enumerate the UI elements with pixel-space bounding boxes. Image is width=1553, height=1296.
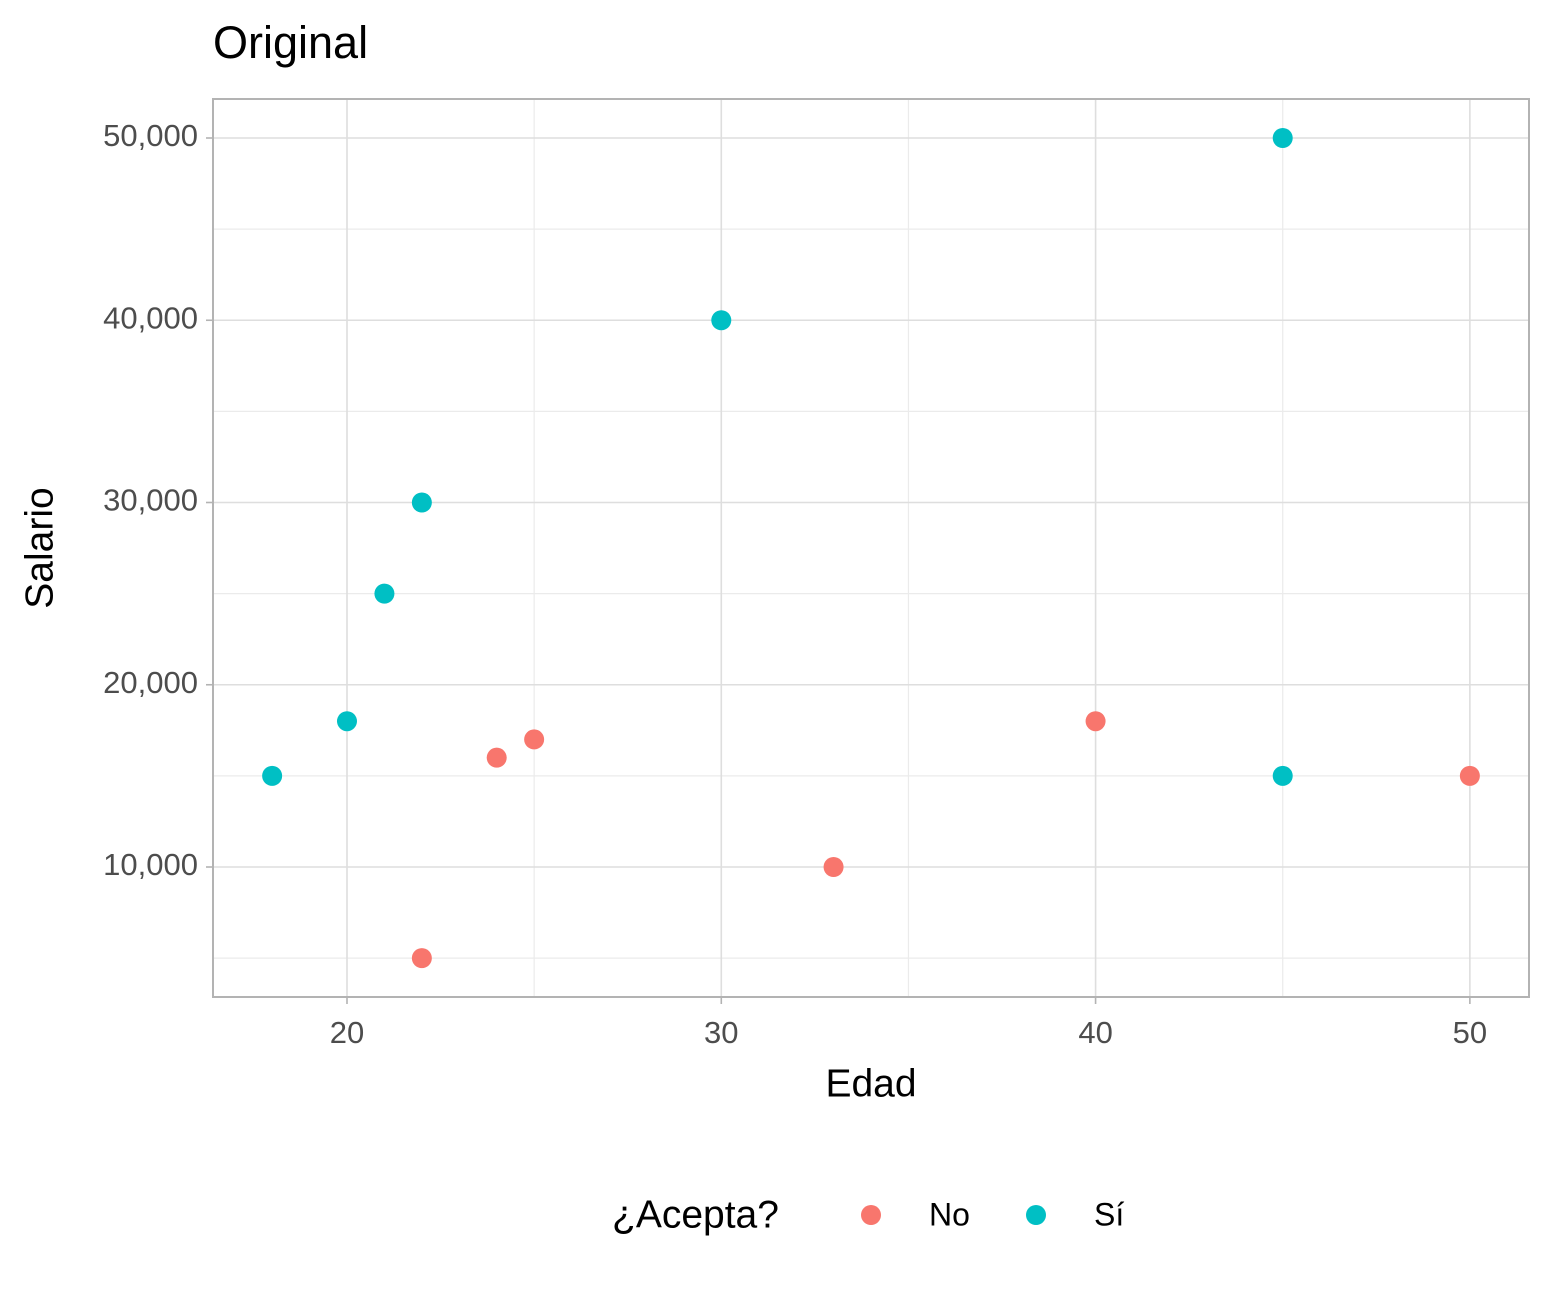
y-axis-title: Salario xyxy=(18,487,61,608)
legend-title: ¿Acepta? xyxy=(612,1193,779,1236)
x-axis-title: Edad xyxy=(825,1062,916,1105)
point xyxy=(411,492,432,513)
point xyxy=(262,765,283,786)
y-tick-label: 40,000 xyxy=(103,300,198,335)
panel-border xyxy=(212,98,1530,998)
point xyxy=(336,711,357,732)
point xyxy=(374,583,395,604)
y-tick-label: 20,000 xyxy=(103,665,198,700)
chart-title: Original xyxy=(213,17,368,68)
point xyxy=(823,857,844,878)
point xyxy=(411,948,432,969)
point xyxy=(1272,128,1293,149)
y-tick-label: 10,000 xyxy=(103,847,198,882)
x-tick-label: 30 xyxy=(704,1015,738,1050)
y-tick-label: 50,000 xyxy=(103,118,198,153)
legend-marker xyxy=(861,1205,881,1225)
point xyxy=(486,747,507,768)
x-tick-label: 40 xyxy=(1078,1015,1112,1050)
x-tick-label: 50 xyxy=(1453,1015,1487,1050)
legend-marker xyxy=(1026,1205,1046,1225)
legend-label: No xyxy=(929,1196,970,1232)
point xyxy=(1459,765,1480,786)
x-tick-label: 20 xyxy=(330,1015,364,1050)
point xyxy=(711,310,732,331)
legend-label: Sí xyxy=(1094,1196,1124,1232)
y-tick-label: 30,000 xyxy=(103,483,198,518)
point xyxy=(1085,711,1106,732)
point xyxy=(524,729,545,750)
point xyxy=(1272,765,1293,786)
